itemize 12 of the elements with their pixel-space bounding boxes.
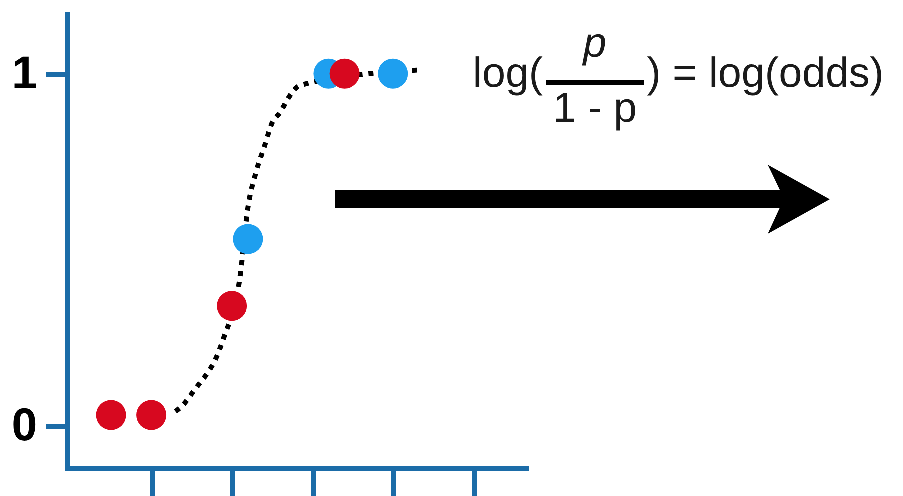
point [330, 58, 360, 89]
text: p [582, 19, 608, 66]
y-tick-label: 0 [12, 398, 38, 450]
text: ) = log(odds) [647, 49, 884, 96]
annotation: log( [473, 49, 544, 96]
y-tick-label: 1 [12, 46, 38, 98]
point [136, 400, 167, 430]
point [378, 58, 408, 89]
text: 1 - p [552, 84, 638, 131]
point [233, 224, 264, 254]
point [96, 400, 126, 430]
point [217, 291, 248, 322]
